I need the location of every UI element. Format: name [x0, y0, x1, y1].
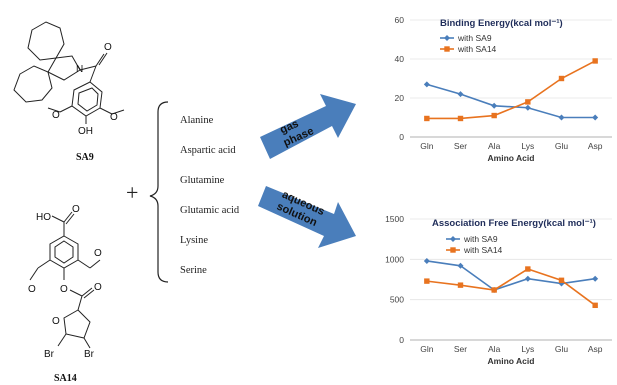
sa9-label: SA9 [76, 152, 94, 163]
legend-label: with SA14 [457, 44, 497, 54]
aqueous-solution-arrow: aqueous solution [258, 186, 356, 248]
binding-energy-chart: 0 20 40 60 Gln Ser Ala Lys Glu Asp Amino Acid Bindi… [395, 15, 612, 163]
x-tick-label: Asp [588, 141, 603, 151]
data-point-sa9 [457, 91, 464, 98]
sa9-hydroxyl: OH [78, 126, 93, 137]
x-tick-label: Gln [420, 141, 434, 151]
x-tick-label: Gln [420, 344, 434, 354]
x-tick-label: Ser [454, 141, 467, 151]
data-point-sa9 [524, 104, 531, 111]
data-point-sa14 [424, 115, 430, 122]
legend-marker [444, 46, 450, 52]
data-point-sa9 [491, 102, 498, 109]
curly-brace [149, 101, 169, 283]
x-tick-label: Asp [588, 344, 603, 354]
sa14-methoxy-oxygen-left: O [28, 284, 36, 295]
amino-acid-item: Lysine [180, 235, 208, 246]
association-free-energy-chart: 0 500 1000 1500 Gln Ser Ala Lys Glu Asp Amino Acid… [385, 214, 612, 366]
sa14-carboxyl-ho: HO [36, 212, 51, 223]
data-point-sa14 [491, 287, 497, 293]
data-point-sa14 [525, 99, 531, 105]
amino-acid-item: Glutamine [180, 175, 225, 186]
amino-acid-item: Glutamic acid [180, 205, 240, 216]
amino-acid-list: Alanine Aspartic acid Glutamine Glutamic… [180, 115, 240, 276]
sa14-bromine-left: Br [44, 349, 55, 360]
x-tick-label: Glu [555, 141, 569, 151]
sa14-ester-carbonyl-oxygen: O [94, 282, 102, 293]
x-tick-label: Glu [555, 344, 569, 354]
x-tick-label: Lys [521, 141, 534, 151]
x-tick-label: Ser [454, 344, 467, 354]
sa9-carbonyl-oxygen: O [104, 42, 112, 53]
legend-marker [450, 247, 456, 253]
data-point-sa14 [558, 277, 565, 284]
legend-marker [450, 236, 456, 242]
sa9-methoxy-oxygen-right: O [110, 112, 118, 123]
sa9-methoxy-oxygen-left: O [52, 110, 60, 121]
data-point-sa14 [491, 112, 497, 119]
amino-acid-item: Aspartic acid [180, 145, 236, 156]
chart-title: Association Free Energy(kcal mol⁻¹) [432, 218, 596, 229]
x-axis-title: Amino Acid [488, 356, 535, 366]
x-tick-label: Ala [488, 344, 501, 354]
sa14-label: SA14 [54, 373, 77, 384]
data-point-sa14 [592, 302, 598, 309]
amino-acid-item: Alanine [180, 115, 214, 126]
y-tick-label: 0 [399, 132, 404, 142]
data-point-sa9 [558, 114, 565, 121]
amino-acid-item: Serine [180, 265, 207, 276]
series-line-sa14 [426, 268, 596, 306]
data-point-sa9 [524, 275, 531, 282]
sa14-methoxy-oxygen-right: O [94, 248, 102, 259]
data-point-sa14 [457, 282, 464, 288]
data-point-sa14 [457, 115, 464, 122]
sa14-bromine-right: Br [84, 349, 95, 360]
sa9-nitrogen: N [76, 64, 83, 75]
data-point-sa14 [592, 58, 598, 64]
series-line-sa9 [426, 83, 596, 119]
data-point-sa9 [592, 275, 599, 282]
sa9-structure: N O O O OH SA9 [13, 21, 125, 163]
sa14-structure: HO O O O O O O Br Br SA14 [28, 204, 102, 384]
data-point-sa14 [424, 278, 430, 284]
data-point-sa14 [558, 75, 565, 82]
y-tick-label: 0 [399, 335, 404, 345]
y-tick-label: 1000 [385, 254, 404, 264]
legend-label: with SA14 [463, 245, 503, 255]
plus-sign: + [126, 180, 138, 205]
y-tick-label: 40 [395, 54, 405, 64]
chart-title: Binding Energy(kcal mol⁻¹) [440, 18, 563, 29]
gas-phase-arrow: gas phase [260, 94, 356, 159]
x-tick-label: Lys [521, 344, 534, 354]
data-point-sa9 [423, 81, 430, 88]
y-tick-label: 60 [395, 15, 405, 25]
data-point-sa14 [525, 266, 531, 272]
sa14-carboxyl-oxygen: O [72, 204, 80, 215]
legend-marker [444, 35, 450, 41]
data-point-sa9 [423, 257, 430, 264]
x-tick-label: Ala [488, 141, 501, 151]
x-axis-title: Amino Acid [488, 153, 535, 163]
data-point-sa9 [592, 114, 599, 121]
data-point-sa9 [457, 262, 464, 269]
series-line-sa9 [426, 260, 596, 291]
legend-label: with SA9 [463, 234, 498, 244]
sa14-ester-oxygen: O [60, 284, 68, 295]
sa14-ring-oxygen: O [52, 316, 60, 327]
legend-label: with SA9 [457, 33, 492, 43]
y-tick-label: 1500 [385, 214, 404, 224]
y-tick-label: 500 [390, 295, 404, 305]
y-tick-label: 20 [395, 93, 405, 103]
series-line-sa14 [426, 60, 596, 120]
